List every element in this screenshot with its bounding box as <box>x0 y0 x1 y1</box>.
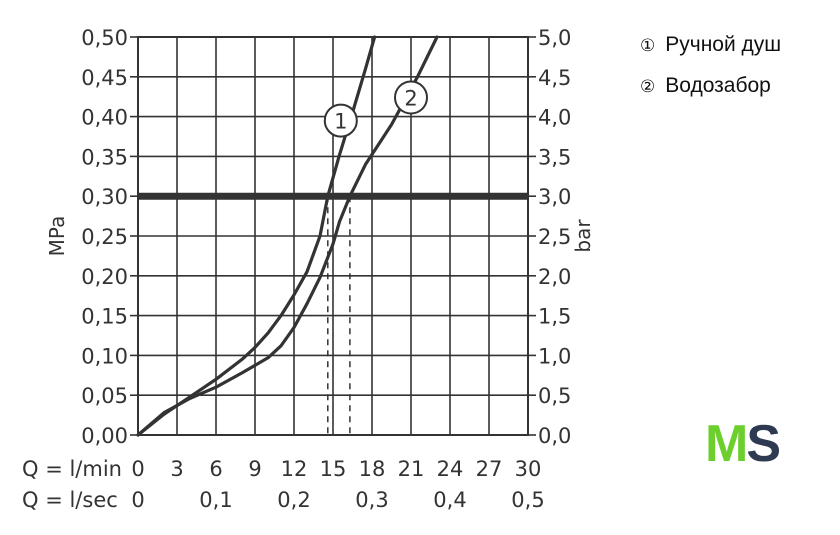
dashed-guide-lines <box>327 196 351 435</box>
series-2-point <box>216 387 217 388</box>
curve-label-1: 1 <box>334 110 347 134</box>
legend-label-2: Водозабор <box>665 74 771 97</box>
curve-label-circle-2 <box>394 80 428 115</box>
x-lmin-tick-label: 30 <box>515 457 542 481</box>
series-2-point <box>138 435 139 436</box>
series-1-point <box>327 196 328 197</box>
y-left-tick-label: 0,40 <box>81 106 128 130</box>
series-2-point <box>320 277 321 278</box>
chart-labels: 0,00 0,00,05 0,50,10 1,00,15 1,50,20 2,00,25 2… <box>22 26 595 512</box>
left-axis-title: MPa <box>45 216 69 257</box>
series-1-point <box>365 68 366 69</box>
logo-letter-s: S <box>746 415 781 473</box>
series-2-point <box>349 196 350 197</box>
x-lmin-tick-label: 21 <box>398 457 425 481</box>
x-lsec-tick-label: 0,3 <box>355 488 388 512</box>
series-1-point <box>294 294 295 295</box>
series-1-point <box>242 359 243 360</box>
series-1-point <box>216 379 217 380</box>
x-lmin-tick-label: 24 <box>437 457 464 481</box>
series-2-point <box>294 327 295 328</box>
x-lmin-tick-label: 3 <box>170 457 183 481</box>
x-lmin-tick-label: 18 <box>359 457 386 481</box>
x-lmin-tick-label: 12 <box>281 457 308 481</box>
series-1-point <box>320 236 321 237</box>
curve-label-circle-1 <box>323 103 358 138</box>
x-axis-label-lsec: Q = l/sec <box>22 488 118 512</box>
legend-label-1: Ручной душ <box>665 33 782 56</box>
series-1-point <box>255 347 256 348</box>
series-2-point <box>268 357 269 358</box>
legend-number-1: ① <box>640 36 656 56</box>
y-left-tick-label: 0,30 <box>81 185 128 209</box>
y-left-tick-label: 0,45 <box>81 66 128 90</box>
x-lsec-tick-label: 0,1 <box>199 488 232 512</box>
y-left-tick-label: 0,35 <box>81 145 128 169</box>
series-2-point <box>281 345 282 346</box>
y-left-tick-label: 0,20 <box>81 265 128 289</box>
ms-logo: MS <box>705 415 781 473</box>
y-left-tick-label: 0,50 <box>81 26 128 50</box>
y-left-tick-label: 0,05 <box>81 384 128 408</box>
y-right-tick-label: 3,5 <box>538 145 571 169</box>
series-2-point <box>339 221 340 222</box>
x-lmin-tick-label: 15 <box>320 457 347 481</box>
x-lmin-tick-label: 9 <box>248 457 261 481</box>
plot-frame <box>137 36 529 436</box>
x-lmin-tick-label: 6 <box>209 457 222 481</box>
y-right-tick-label: 1,0 <box>538 344 571 368</box>
series-curve-2 <box>136 35 439 437</box>
x-lmin-tick-label: 0 <box>131 457 144 481</box>
x-axis-label-lmin: Q = l/min <box>22 457 122 481</box>
series-1-point <box>307 271 308 272</box>
series-2-point <box>437 37 438 38</box>
x-lmin-tick-label: 27 <box>476 457 503 481</box>
series-2-point <box>164 412 165 413</box>
curve-label-2: 2 <box>404 86 417 110</box>
x-lsec-tick-label: 0 <box>131 488 144 512</box>
y-right-tick-label: 2,0 <box>538 265 571 289</box>
series-2-point <box>365 164 366 165</box>
y-right-tick-label: 1,5 <box>538 305 571 329</box>
y-right-tick-label: 0,0 <box>538 424 571 448</box>
y-right-tick-label: 2,5 <box>538 225 571 249</box>
series-2-point <box>333 243 334 244</box>
series-1-point <box>374 37 375 38</box>
x-lsec-tick-label: 0,5 <box>511 488 544 512</box>
y-left-tick-label: 0,15 <box>81 305 128 329</box>
series-1-point <box>281 315 282 316</box>
y-left-tick-label: 0,25 <box>81 225 128 249</box>
y-right-tick-label: 3,0 <box>538 185 571 209</box>
y-right-tick-label: 4,0 <box>538 106 571 130</box>
y-right-tick-label: 4,5 <box>538 66 571 90</box>
legend-item-2: ② Водозабор <box>640 74 771 98</box>
y-right-tick-label: 0,5 <box>538 384 571 408</box>
series-1-point <box>339 154 340 155</box>
y-right-tick-label: 5,0 <box>538 26 571 50</box>
legend-number-2: ② <box>640 77 656 97</box>
series-2-point <box>190 398 191 399</box>
legend-item-1: ① Ручной душ <box>640 33 781 57</box>
x-lsec-tick-label: 0,4 <box>433 488 466 512</box>
logo-letter-m: M <box>705 415 748 473</box>
x-lsec-tick-label: 0,2 <box>277 488 310 512</box>
y-left-tick-label: 0,00 <box>81 424 128 448</box>
right-axis-title: bar <box>571 219 595 253</box>
y-left-tick-label: 0,10 <box>81 344 128 368</box>
chart-grid <box>130 36 536 436</box>
series-2-point <box>307 303 308 304</box>
series-1-point <box>268 333 269 334</box>
series-2-point <box>391 124 392 125</box>
series-2-point <box>242 372 243 373</box>
series-2-point <box>417 76 418 77</box>
